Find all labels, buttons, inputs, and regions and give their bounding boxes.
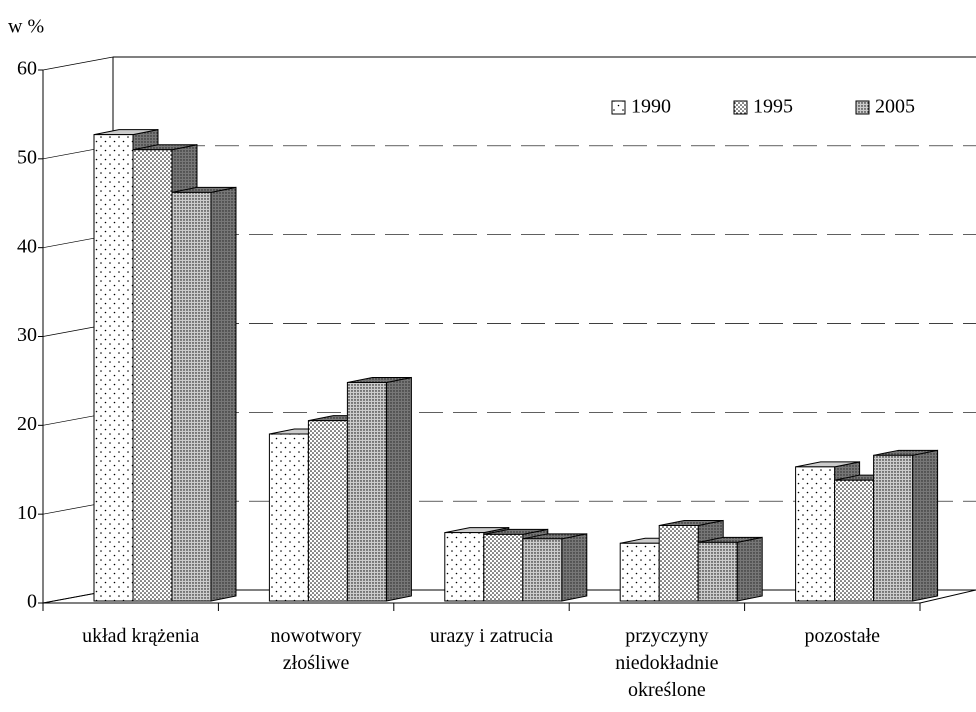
- bar: [873, 449, 939, 602]
- side-grid-line: [42, 56, 114, 71]
- bar-side: [912, 449, 939, 602]
- bar-front: [834, 479, 875, 602]
- bar-front: [171, 191, 212, 602]
- bar-side: [385, 376, 412, 602]
- bar-side: [561, 533, 588, 602]
- bar: [346, 376, 412, 602]
- legend-label: 2005: [875, 96, 915, 118]
- y-tick-label: 40: [17, 235, 37, 257]
- y-axis-label: w %: [8, 16, 44, 38]
- x-tick-label: układ krążenia: [82, 625, 200, 647]
- bar-front: [307, 420, 348, 602]
- bar-front: [444, 532, 485, 602]
- floor-right: [919, 589, 976, 604]
- y-tick-label: 0: [27, 591, 37, 613]
- y-tick-label: 20: [17, 413, 37, 435]
- legend-label: 1995: [753, 96, 793, 118]
- bar: [522, 533, 588, 602]
- x-tick-label: nowotwory złośliwe: [270, 625, 362, 674]
- bar-front: [658, 524, 699, 602]
- bar-front: [873, 454, 914, 602]
- legend-swatch: [855, 100, 870, 115]
- bar: [697, 536, 763, 602]
- y-tick-label: 50: [17, 146, 37, 168]
- bar-front: [268, 433, 309, 602]
- bar-front: [132, 149, 173, 602]
- bar-front: [346, 381, 387, 602]
- x-tick-label: pozostałe: [804, 625, 881, 647]
- bar-front: [697, 541, 738, 602]
- bar-front: [522, 538, 563, 602]
- x-tick-label: przyczyny niedokładnie określone: [615, 625, 719, 701]
- legend-swatch: [733, 100, 748, 115]
- bar-side: [736, 536, 763, 602]
- x-tick-label: urazy i zatrucia: [429, 625, 554, 647]
- bar-side: [210, 186, 237, 602]
- bar: [171, 186, 237, 602]
- bar-front: [619, 542, 660, 602]
- bar-front: [483, 533, 524, 602]
- legend-label: 1990: [631, 96, 671, 118]
- y-tick-label: 10: [17, 502, 37, 524]
- y-tick-label: 60: [17, 58, 37, 80]
- bar-front: [795, 466, 836, 602]
- legend-swatch: [611, 100, 626, 115]
- bar-front: [93, 134, 134, 602]
- y-tick-label: 30: [17, 324, 37, 346]
